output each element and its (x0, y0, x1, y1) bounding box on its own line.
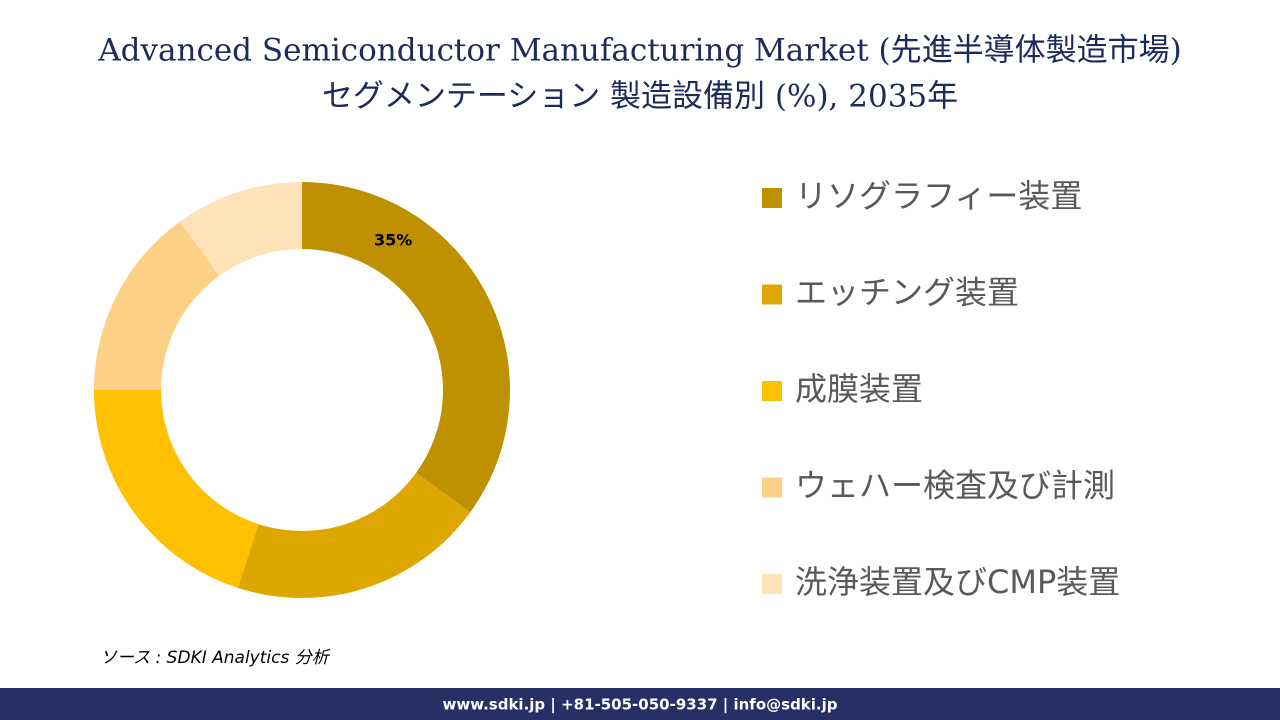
legend-label: ウェハー検査及び計測 (795, 467, 1115, 505)
donut-slice (179, 182, 302, 276)
donut-slice (94, 390, 259, 588)
legend-swatch (762, 284, 782, 305)
legend-swatch (762, 477, 782, 498)
donut-slice (94, 221, 220, 390)
legend-label: 成膜装置 (795, 370, 923, 408)
legend-swatch (762, 381, 782, 401)
chart-title: セグメンテーション 製造設備別 (%), 2035年 (322, 79, 958, 115)
legend-label: エッチング装置 (795, 274, 1019, 312)
donut-slice (237, 472, 471, 598)
legend-label: 洗浄装置及びCMP装置 (795, 563, 1120, 601)
legend-label: リソグラフィー装置 (795, 177, 1082, 215)
donut-slice (302, 182, 511, 513)
footer: www.sdki.jp | +81-505-050-9337 | info@sd… (442, 696, 837, 715)
footer-bar (0, 688, 1280, 720)
chart-title: Advanced Semiconductor Manufacturing Mar… (97, 33, 1181, 69)
data-label: 35% (374, 231, 412, 250)
legend-swatch (762, 574, 782, 594)
legend-swatch (762, 188, 782, 208)
source: ソース : SDKI Analytics 分析 (100, 648, 331, 668)
